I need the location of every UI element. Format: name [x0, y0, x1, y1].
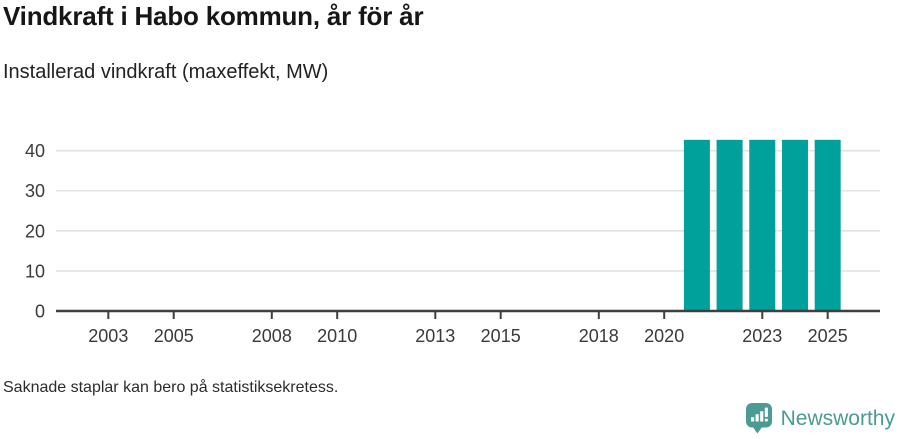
- x-axis-label-2023: 2023: [742, 326, 782, 346]
- chart-subtitle: Installerad vindkraft (maxeffekt, MW): [3, 61, 329, 83]
- y-axis-label-10: 10: [25, 261, 45, 281]
- newsworthy-logo: Newsworthy: [745, 402, 895, 435]
- x-axis-label-2013: 2013: [415, 326, 455, 346]
- bar-2025: [814, 139, 841, 310]
- bar-2021: [683, 139, 710, 310]
- y-axis-label-30: 30: [25, 181, 45, 201]
- chart-title: Vindkraft i Habo kommun, år för år: [3, 1, 424, 31]
- bar-2023: [749, 139, 776, 310]
- x-axis-label-2025: 2025: [808, 326, 848, 346]
- x-axis-label-2003: 2003: [88, 326, 128, 346]
- x-axis-label-2005: 2005: [154, 326, 194, 346]
- y-axis-label-20: 20: [25, 221, 45, 241]
- newsworthy-logo-text: Newsworthy: [780, 406, 895, 430]
- x-axis-label-2010: 2010: [317, 326, 357, 346]
- bar-2022: [716, 139, 743, 310]
- x-axis-label-2020: 2020: [644, 326, 684, 346]
- bar-2024: [781, 139, 808, 310]
- newsworthy-speech-bubble-chart-icon: [745, 403, 772, 434]
- x-axis-label-2008: 2008: [252, 326, 292, 346]
- chart-footnote: Saknade staplar kan bero på statistiksek…: [3, 379, 339, 396]
- y-axis-label-0: 0: [35, 302, 45, 322]
- x-axis-label-2018: 2018: [579, 326, 619, 346]
- x-axis-label-2015: 2015: [481, 326, 521, 346]
- y-axis-label-40: 40: [25, 141, 45, 161]
